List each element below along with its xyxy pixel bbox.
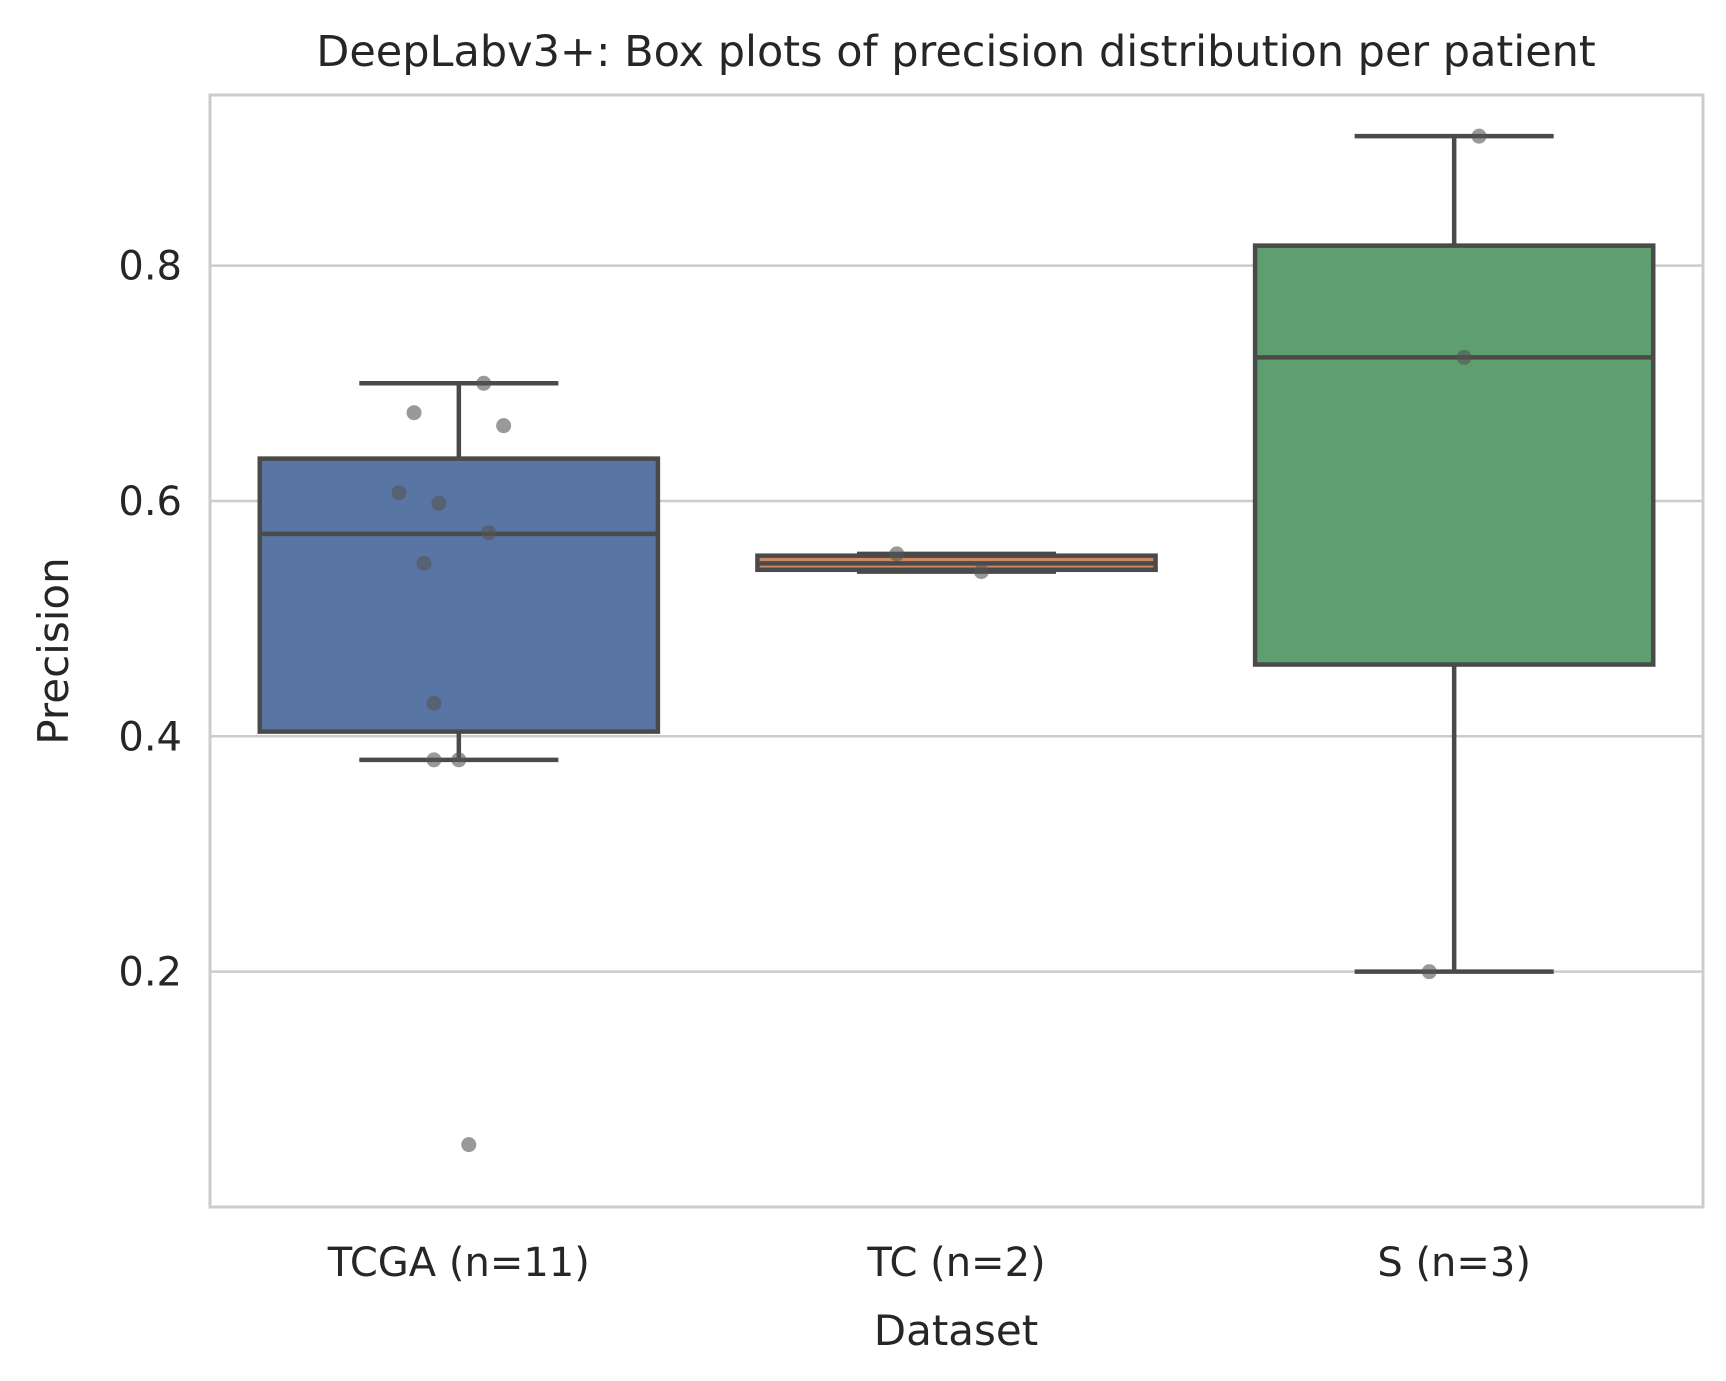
box-group bbox=[755, 551, 1158, 574]
box-group bbox=[257, 381, 661, 763]
data-point bbox=[496, 418, 512, 434]
iqr-box bbox=[1252, 243, 1656, 667]
box-group bbox=[1252, 133, 1656, 974]
y-tick-label: 0.8 bbox=[118, 244, 182, 290]
x-tick-label: S (n=3) bbox=[1377, 1240, 1531, 1286]
data-points bbox=[391, 128, 1487, 1153]
data-point bbox=[391, 485, 407, 501]
plot-frame bbox=[208, 93, 1705, 1209]
data-point bbox=[461, 1137, 477, 1153]
chart-title: DeepLabv3+: Box plots of precision distr… bbox=[316, 27, 1596, 77]
data-point bbox=[889, 546, 905, 562]
x-axis-label: Dataset bbox=[874, 1306, 1038, 1355]
data-point bbox=[426, 752, 442, 768]
y-tick-label: 0.4 bbox=[118, 714, 182, 760]
y-tick-label: 0.6 bbox=[118, 479, 182, 525]
data-point bbox=[426, 695, 442, 711]
data-point bbox=[406, 405, 422, 421]
data-point bbox=[1456, 349, 1472, 365]
data-point bbox=[481, 525, 497, 541]
data-point bbox=[451, 752, 467, 768]
boxes bbox=[257, 133, 1656, 974]
data-point bbox=[1471, 128, 1487, 144]
y-tick-labels: 0.2 0.4 0.6 0.8 bbox=[118, 244, 182, 996]
iqr-box bbox=[257, 456, 661, 734]
x-tick-label: TC (n=2) bbox=[866, 1240, 1045, 1286]
y-axis-label: Precision bbox=[29, 557, 78, 744]
data-point bbox=[476, 375, 492, 391]
data-point bbox=[973, 564, 989, 580]
data-point bbox=[431, 495, 447, 511]
x-tick-labels: TCGA (n=11) TC (n=2) S (n=3) bbox=[327, 1240, 1531, 1286]
data-point bbox=[416, 555, 432, 571]
x-tick-label: TCGA (n=11) bbox=[327, 1240, 590, 1286]
y-tick-label: 0.2 bbox=[118, 950, 182, 996]
data-point bbox=[1421, 964, 1437, 980]
